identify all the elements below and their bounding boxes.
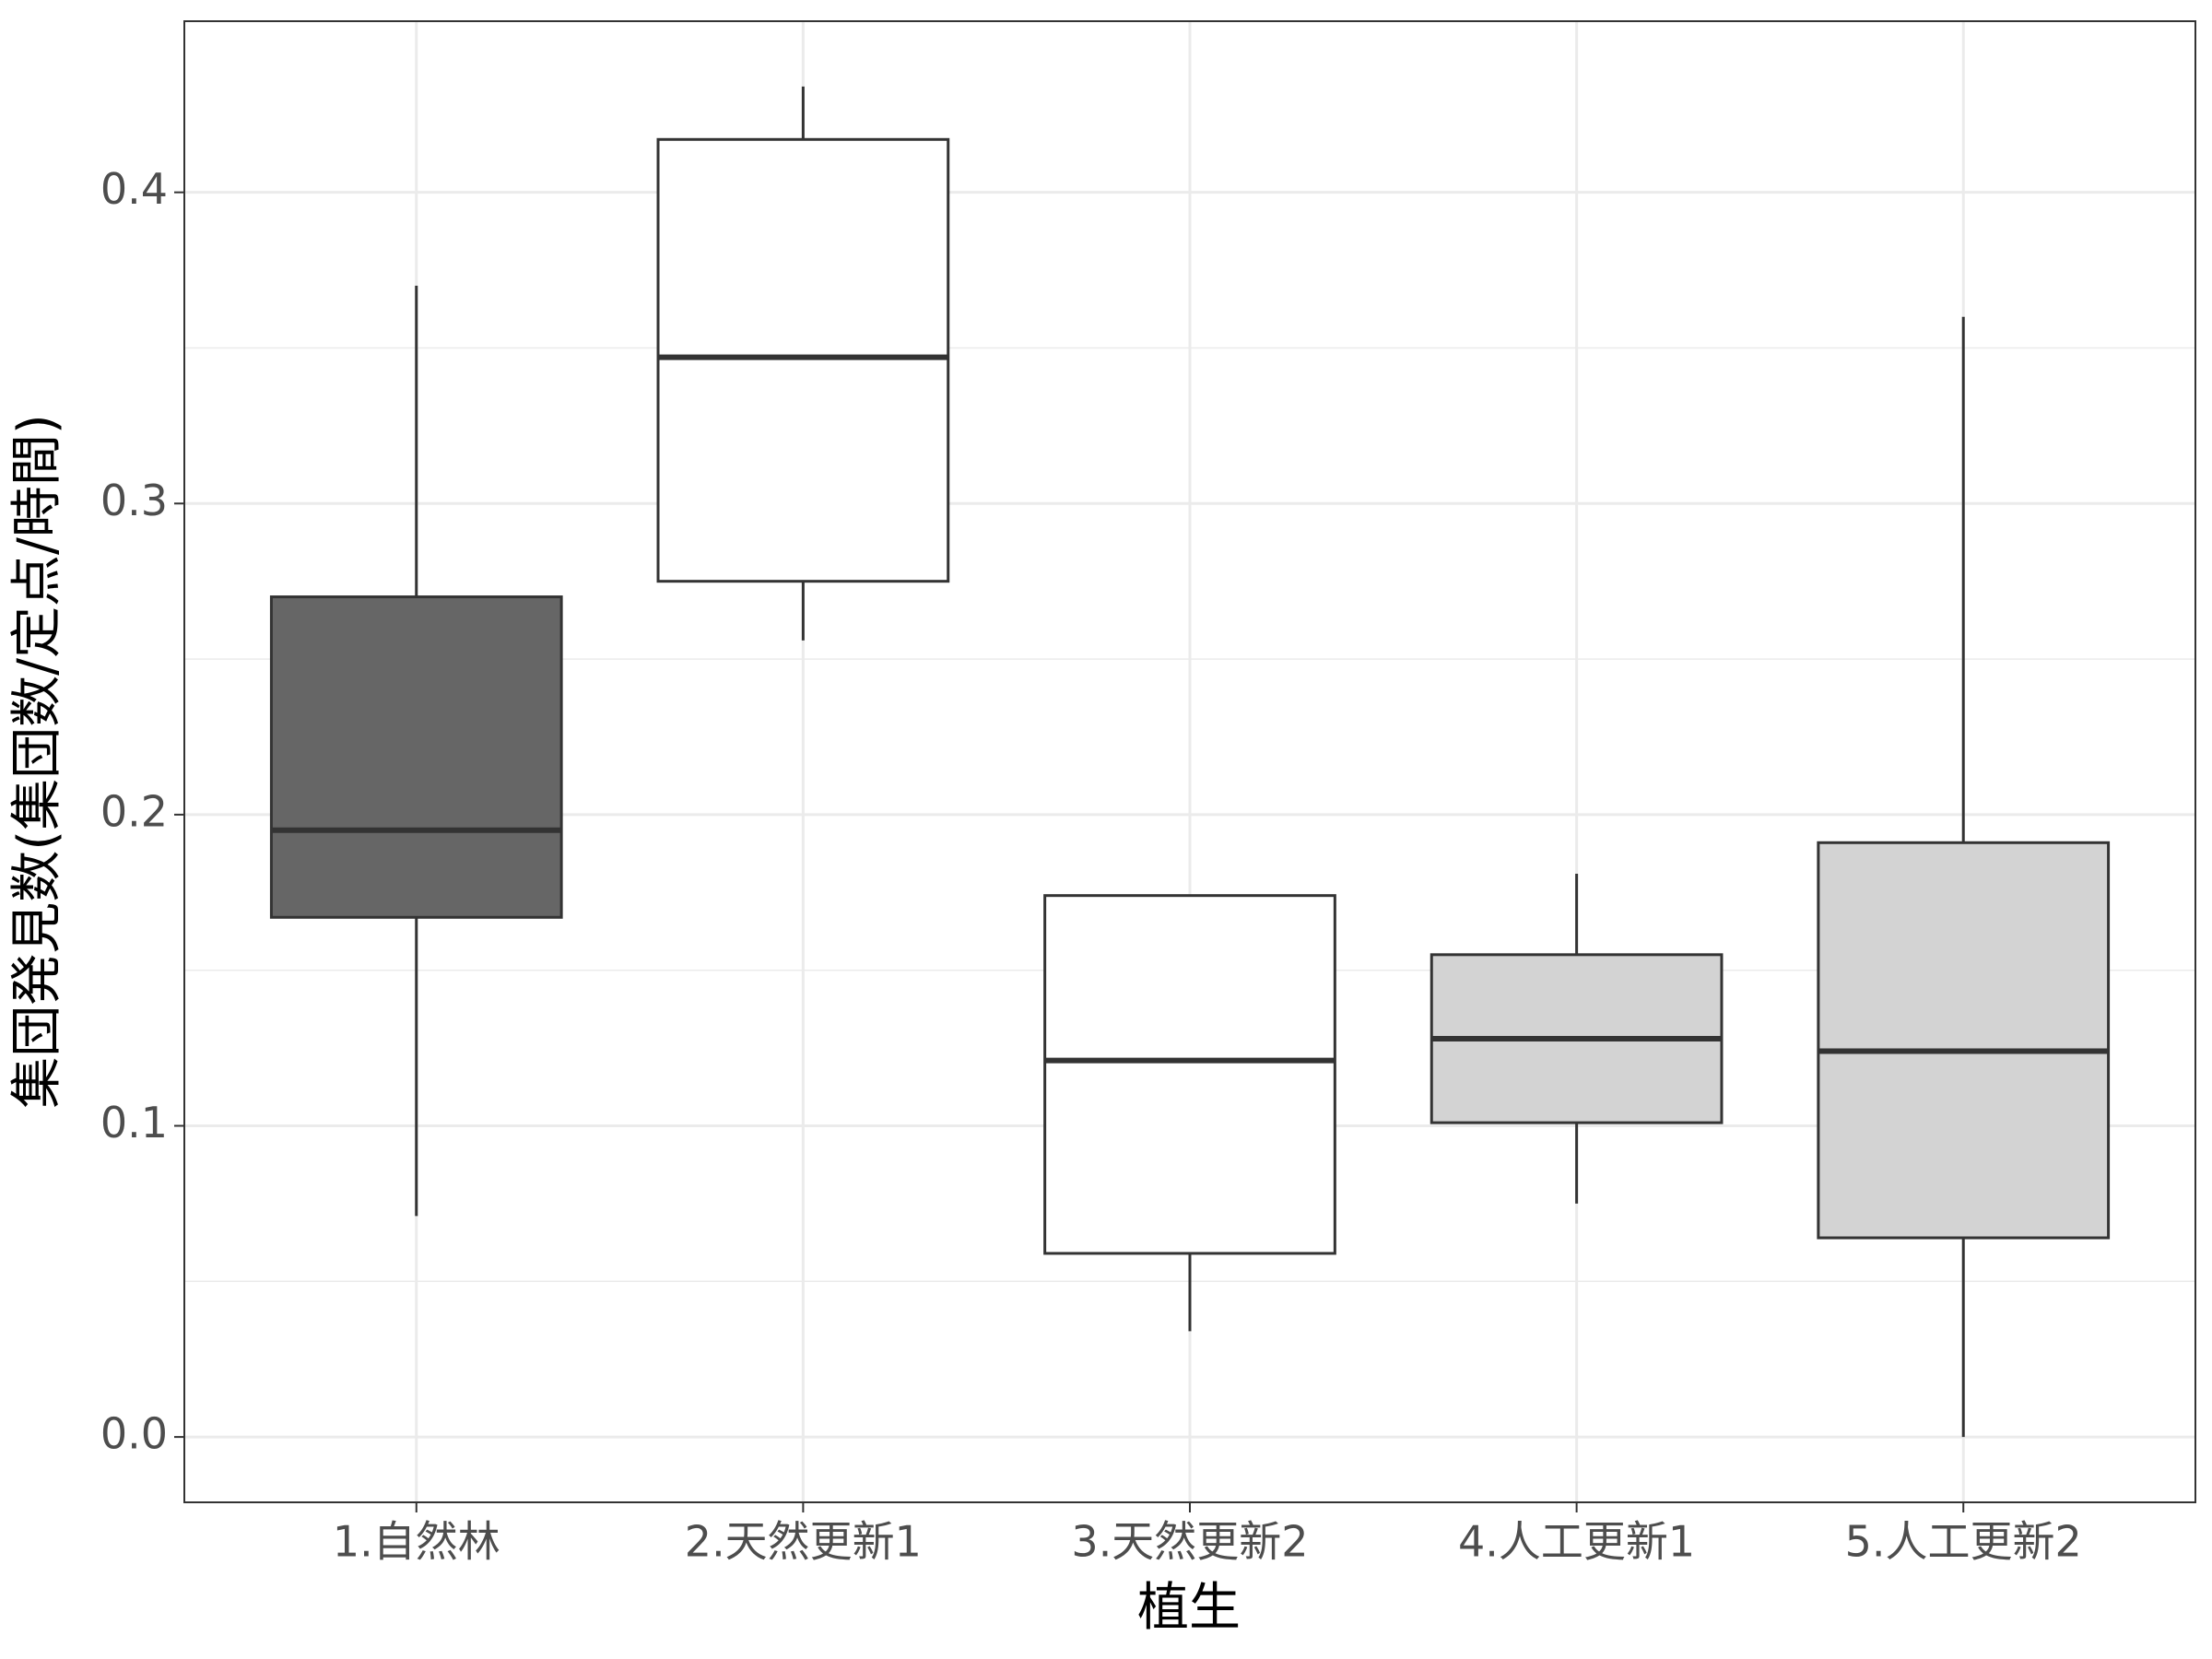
box xyxy=(1817,841,2111,1240)
x-tick-label: 1.自然林 xyxy=(333,1517,500,1567)
box xyxy=(656,137,950,583)
box xyxy=(269,595,563,919)
x-tick-label: 2.天然更新1 xyxy=(685,1517,922,1567)
box xyxy=(1043,894,1336,1255)
y-tick-label: 0.0 xyxy=(100,1409,168,1459)
x-tick-label: 5.人工更新2 xyxy=(1845,1517,2082,1567)
plot-border xyxy=(183,20,2196,1503)
x-axis-title: 植生 xyxy=(1137,1578,1241,1638)
y-tick-label: 0.4 xyxy=(100,164,168,214)
y-tick-label: 0.2 xyxy=(100,786,168,836)
x-tick-label: 3.天然更新2 xyxy=(1071,1517,1308,1567)
y-tick-label: 0.1 xyxy=(100,1098,168,1147)
x-tick-label: 4.人工更新1 xyxy=(1458,1517,1695,1567)
y-tick-label: 0.3 xyxy=(100,476,168,525)
y-axis-title: 集団発見数(集団数/定点/時間) xyxy=(7,414,67,1108)
